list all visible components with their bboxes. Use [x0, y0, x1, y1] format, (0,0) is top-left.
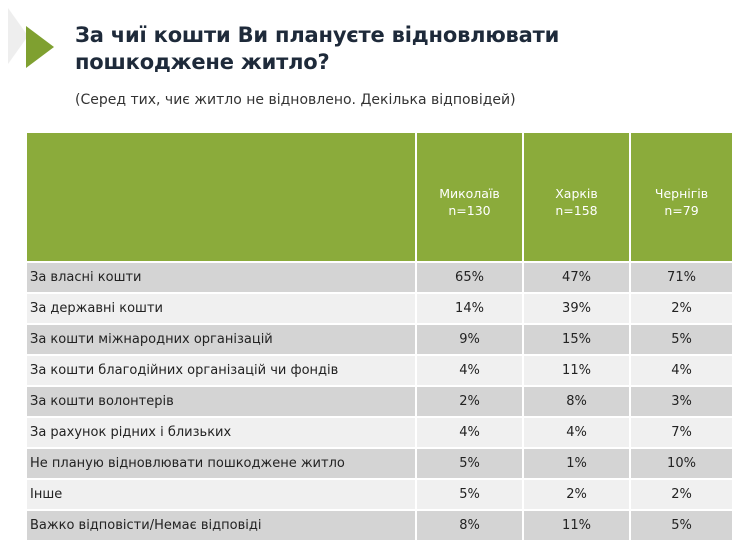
- row-label: За державні кошти: [27, 292, 416, 324]
- table-row: За кошти міжнародних організацій 9% 15% 5%: [27, 323, 732, 355]
- row-label: За кошти міжнародних організацій: [27, 323, 416, 355]
- value-cell: 4%: [629, 354, 732, 386]
- value-cell: 47%: [522, 261, 630, 293]
- column-header: Харків n=158: [522, 133, 630, 262]
- column-header: Чернігів n=79: [629, 133, 732, 262]
- row-label: Важко відповісти/Немає відповіді: [27, 509, 416, 540]
- value-cell: 10%: [629, 447, 732, 479]
- column-city: Харків: [555, 185, 598, 201]
- value-cell: 5%: [415, 478, 523, 510]
- value-cell: 2%: [629, 478, 732, 510]
- value-cell: 4%: [415, 354, 523, 386]
- value-cell: 5%: [415, 447, 523, 479]
- header-empty-cell: [27, 133, 416, 262]
- value-cell: 14%: [415, 292, 523, 324]
- results-table: Миколаїв n=130 Харків n=158 Чернігів n=79 З…: [27, 133, 732, 540]
- value-cell: 3%: [629, 385, 732, 417]
- page-title: За чиї кошти Ви плануєте відновлювати по…: [75, 23, 560, 74]
- table-header-row: Миколаїв n=130 Харків n=158 Чернігів n=79: [27, 133, 732, 262]
- column-city: Чернігів: [654, 185, 709, 201]
- triangle-bullet-icon: [26, 26, 54, 68]
- table-row: За кошти благодійних організацій чи фонд…: [27, 354, 732, 386]
- row-label: За рахунок рідних і близьких: [27, 416, 416, 448]
- value-cell: 71%: [629, 261, 732, 293]
- value-cell: 11%: [522, 354, 630, 386]
- column-header: Миколаїв n=130: [415, 133, 523, 262]
- value-cell: 2%: [522, 478, 630, 510]
- table-row: Важко відповісти/Немає відповіді 8% 11% 5%: [27, 509, 732, 540]
- row-label: Не планую відновлювати пошкоджене житло: [27, 447, 416, 479]
- value-cell: 65%: [415, 261, 523, 293]
- column-sample-size: n=158: [555, 202, 598, 218]
- value-cell: 5%: [629, 509, 732, 540]
- row-label: За власні кошти: [27, 261, 416, 293]
- table-row: За власні кошти 65% 47% 71%: [27, 261, 732, 293]
- value-cell: 8%: [522, 385, 630, 417]
- table-row: За рахунок рідних і близьких 4% 4% 7%: [27, 416, 732, 448]
- value-cell: 9%: [415, 323, 523, 355]
- value-cell: 39%: [522, 292, 630, 324]
- column-sample-size: n=130: [448, 202, 491, 218]
- table-row: За державні кошти 14% 39% 2%: [27, 292, 732, 324]
- value-cell: 4%: [522, 416, 630, 448]
- value-cell: 8%: [415, 509, 523, 540]
- row-label: Інше: [27, 478, 416, 510]
- value-cell: 7%: [629, 416, 732, 448]
- value-cell: 4%: [415, 416, 523, 448]
- value-cell: 15%: [522, 323, 630, 355]
- table-row: За кошти волонтерів 2% 8% 3%: [27, 385, 732, 417]
- value-cell: 1%: [522, 447, 630, 479]
- column-city: Миколаїв: [439, 185, 500, 201]
- value-cell: 2%: [415, 385, 523, 417]
- column-sample-size: n=79: [664, 202, 699, 218]
- value-cell: 2%: [629, 292, 732, 324]
- decorative-shape: [8, 8, 28, 64]
- row-label: За кошти волонтерів: [27, 385, 416, 417]
- row-label: За кошти благодійних організацій чи фонд…: [27, 354, 416, 386]
- table-row: Не планую відновлювати пошкоджене житло 5…: [27, 447, 732, 479]
- value-cell: 5%: [629, 323, 732, 355]
- page-subtitle: (Серед тих, чиє житло не відновлено. Дек…: [75, 92, 516, 108]
- value-cell: 11%: [522, 509, 630, 540]
- table-row: Інше 5% 2% 2%: [27, 478, 732, 510]
